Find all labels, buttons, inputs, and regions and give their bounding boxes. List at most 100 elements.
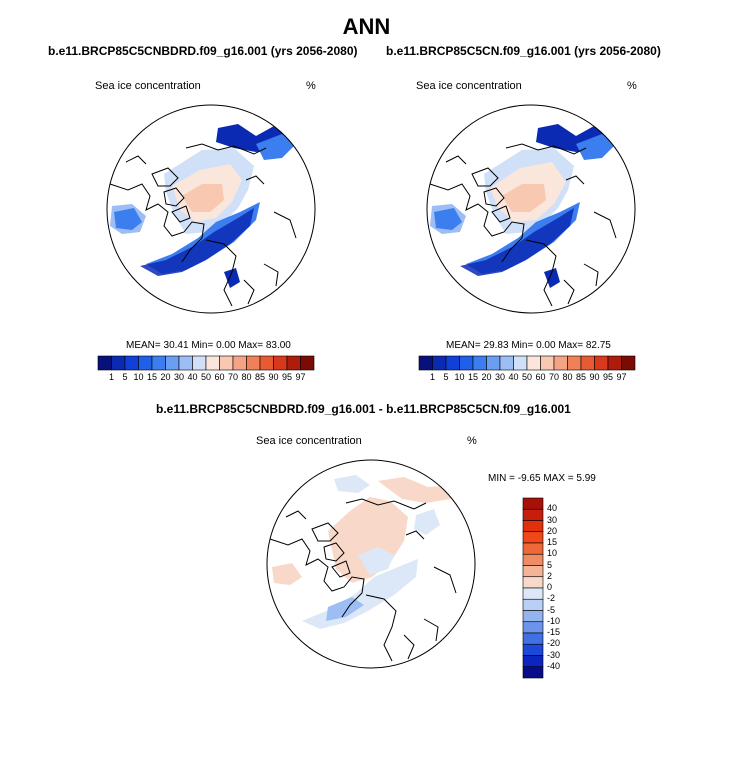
ice-blue-region-pacific	[256, 134, 296, 160]
diff-colorbar-swatch-11	[522, 621, 544, 634]
panel-1-colorbar-swatch-6	[178, 355, 193, 371]
diff-colorbar-swatch-9	[522, 598, 544, 611]
diff-colorbar-swatch-14	[522, 655, 544, 668]
panel-1-colorbar-tick-label: 10	[133, 372, 144, 382]
panel-2-colorbar-swatch-0	[418, 355, 433, 371]
panel-2-units-label: %	[627, 80, 637, 92]
ice-dark-region-south	[544, 268, 560, 288]
panel-2-colorbar-tick-label: 15	[467, 372, 478, 382]
ice-dark-region-south	[224, 268, 240, 288]
panel-2-colorbar-tick-label: 1	[429, 372, 435, 382]
panel-1-colorbar-tick-label: 40	[187, 372, 198, 382]
diff-blue-region-central	[358, 547, 394, 575]
diff-max-value: 5.99	[576, 473, 596, 484]
panel-1-colorbar-swatch-2	[124, 355, 139, 371]
panel-2-colorbar-tick-label: 90	[589, 372, 600, 382]
panel-1-colorbar-swatch-5	[165, 355, 180, 371]
panel-1-colorbar-tick-label: 15	[146, 372, 157, 382]
diff-colorbar-tick-label: 0	[547, 582, 553, 592]
panel-1-max-label: Max=	[238, 340, 264, 351]
diff-colorbar-swatch-4	[522, 542, 544, 555]
ice-blue-region-pacific	[576, 134, 616, 160]
diff-blue-region-east	[414, 509, 440, 535]
panel-1-polar-map	[106, 104, 316, 314]
diff-colorbar-tick-label: 15	[547, 537, 558, 547]
panel-2-colorbar-tick-label: 10	[454, 372, 465, 382]
panel-2-colorbar-swatch-7	[513, 355, 528, 371]
ice-blue-region-west	[434, 208, 462, 230]
panel-1-colorbar-swatch-7	[192, 355, 207, 371]
diff-colorbar-tick-label: -15	[547, 627, 561, 637]
panel-2-max-value: 82.75	[585, 340, 611, 351]
panel-1-colorbar-tick-label: 50	[200, 372, 211, 382]
coastlines	[269, 498, 457, 662]
diff-colorbar-swatch-6	[522, 565, 544, 578]
panel-2-mean-label: MEAN=	[446, 340, 481, 351]
panel-1-colorbar-tick-label: 30	[173, 372, 184, 382]
panel-1-colorbar	[97, 355, 315, 371]
panel-1-colorbar-tick-label: 5	[122, 372, 128, 382]
panel-1-colorbar-tick-label: 1	[108, 372, 114, 382]
panel-1-colorbar-swatch-8	[205, 355, 220, 371]
diff-colorbar-swatch-10	[522, 610, 544, 623]
diff-min-value: -9.65	[517, 473, 541, 484]
panel-1-min-value: 0.00	[216, 340, 236, 351]
diff-pink-region-pacific	[378, 477, 456, 503]
panel-1-case-title: b.e11.BRCP85C5CNBDRD.f09_g16.001 (yrs 20…	[48, 44, 358, 58]
panel-1-colorbar-labels: 1 5 10 15 20 30 40 50 60 70 80 85 90 95 97	[98, 372, 314, 384]
panel-2-max-label: Max=	[558, 340, 584, 351]
panel-2-colorbar-swatch-15	[621, 355, 636, 371]
diff-stronger-blue-region	[326, 597, 364, 621]
panel-2-colorbar-tick-label: 30	[494, 372, 505, 382]
panel-1-min-label: Min=	[191, 340, 214, 351]
panel-1-colorbar-tick-label: 70	[227, 372, 238, 382]
panel-2-colorbar-swatch-11	[567, 355, 582, 371]
diff-colorbar-tick-label: -40	[547, 660, 561, 671]
diff-case-title: b.e11.BRCP85C5CNBDRD.f09_g16.001 - b.e11…	[156, 402, 571, 416]
diff-units-label: %	[467, 435, 477, 447]
panel-2-colorbar-tick-label: 20	[481, 372, 492, 382]
panel-2-colorbar-tick-label: 70	[548, 372, 559, 382]
panel-2-min-value: 0.00	[536, 340, 556, 351]
diff-min-label: MIN =	[488, 473, 515, 484]
panel-2-colorbar-tick-label: 40	[508, 372, 519, 382]
diff-blue-region-pacific	[334, 475, 370, 493]
diff-colorbar-tick-label: -30	[547, 649, 561, 660]
panel-1-colorbar-swatch-4	[151, 355, 166, 371]
diff-colorbar-tick-label: -10	[547, 615, 561, 626]
diff-max-label: MAX =	[543, 473, 574, 484]
diff-colorbar-swatch-3	[522, 531, 544, 544]
coastlines	[109, 143, 297, 307]
panel-1-colorbar-swatch-11	[246, 355, 261, 371]
panel-1-colorbar-swatch-13	[273, 355, 288, 371]
diff-colorbar-tick-label: 20	[547, 525, 558, 536]
panel-1-colorbar-swatch-15	[300, 355, 315, 371]
panel-2-variable-label: Sea ice concentration	[416, 80, 522, 92]
panel-2-colorbar-swatch-8	[526, 355, 541, 371]
panel-1-colorbar-tick-label: 20	[160, 372, 171, 382]
diff-colorbar-swatch-5	[522, 553, 544, 566]
panel-1-colorbar-swatch-0	[97, 355, 112, 371]
ice-blue-region-west	[114, 208, 142, 230]
diff-colorbar-tick-label: -2	[547, 593, 556, 604]
panel-2-colorbar-swatch-4	[472, 355, 487, 371]
diff-colorbar	[522, 497, 544, 679]
panel-1-colorbar-tick-label: 97	[295, 372, 306, 382]
panel-2-colorbar-tick-label: 50	[521, 372, 532, 382]
panel-2-colorbar-tick-label: 97	[616, 372, 627, 382]
panel-2-colorbar-swatch-14	[607, 355, 622, 371]
panel-2-mean-value: 29.83	[483, 340, 509, 351]
diff-colorbar-tick-label: -5	[547, 604, 556, 615]
coastlines	[429, 143, 617, 307]
diff-colorbar-swatch-8	[522, 587, 544, 600]
diff-polar-map	[266, 459, 476, 669]
panel-1-stats: MEAN= 30.41 Min= 0.00 Max= 83.00	[126, 340, 291, 351]
panel-1-colorbar-tick-label: 90	[268, 372, 279, 382]
panel-2-colorbar-swatch-5	[486, 355, 501, 371]
panel-2-colorbar-swatch-2	[445, 355, 460, 371]
diff-colorbar-swatch-0	[522, 497, 544, 510]
diff-colorbar-swatch-12	[522, 632, 544, 645]
diff-colorbar-swatch-13	[522, 643, 544, 656]
panel-1-colorbar-swatch-9	[219, 355, 234, 371]
panel-2-colorbar-swatch-10	[553, 355, 568, 371]
